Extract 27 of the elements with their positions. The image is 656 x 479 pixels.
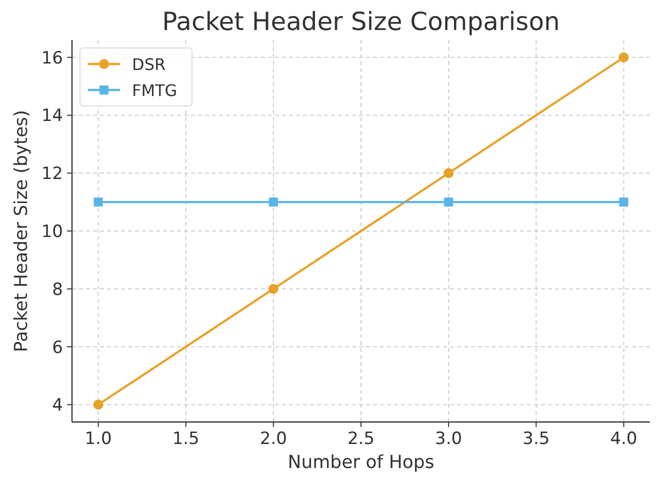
point bbox=[618, 52, 629, 62]
point bbox=[94, 198, 103, 207]
x-axis-title: Number of Hops bbox=[288, 452, 434, 473]
x-tick-label: 2.5 bbox=[347, 429, 375, 449]
point bbox=[444, 198, 454, 207]
point bbox=[268, 284, 278, 294]
x-tick-label: 3.5 bbox=[522, 429, 550, 449]
y-tick-label: 6 bbox=[52, 338, 63, 358]
x-tick-label: 3.0 bbox=[435, 429, 462, 449]
x-tick-label: 1.0 bbox=[84, 429, 112, 449]
legend-label: FMTG bbox=[132, 81, 178, 100]
y-tick-label: 12 bbox=[41, 164, 63, 184]
x-tick-label: 4.0 bbox=[610, 429, 638, 449]
y-tick-label: 10 bbox=[41, 222, 63, 242]
point bbox=[268, 198, 278, 207]
x-tick-label: 2.0 bbox=[260, 429, 287, 449]
point bbox=[444, 168, 454, 178]
point bbox=[93, 400, 104, 410]
chart-title: Packet Header Size Comparison bbox=[162, 7, 560, 36]
legend-label: DSR bbox=[132, 55, 166, 74]
y-tick-label: 16 bbox=[41, 48, 63, 68]
y-tick-label: 4 bbox=[52, 396, 63, 416]
y-tick-label: 14 bbox=[41, 106, 63, 126]
point bbox=[619, 198, 628, 207]
y-axis-title: Packet Header Size (bytes) bbox=[11, 110, 32, 352]
x-tick-label: 1.5 bbox=[172, 429, 200, 449]
y-tick-label: 8 bbox=[52, 280, 63, 300]
